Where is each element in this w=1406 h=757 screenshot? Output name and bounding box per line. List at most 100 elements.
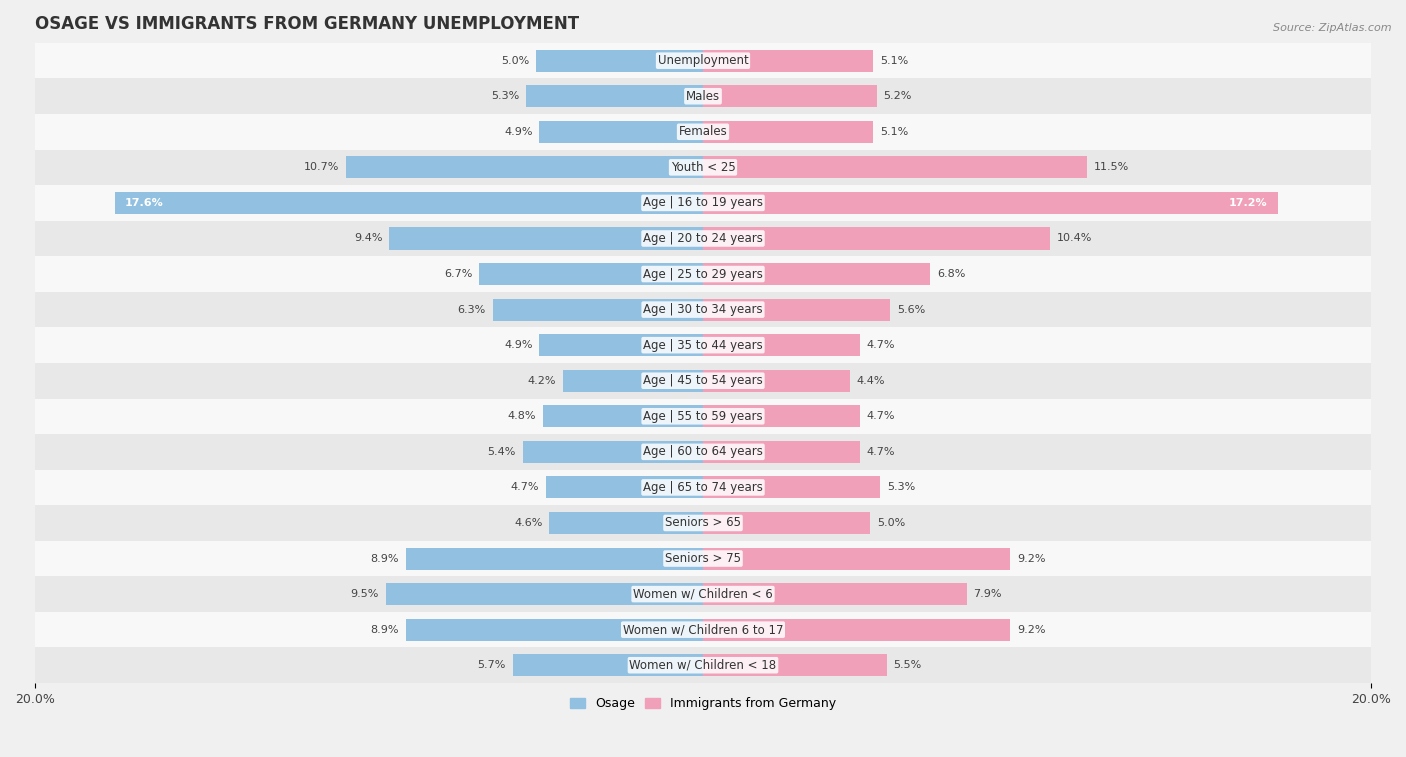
Bar	[536, 50, 703, 72]
Bar	[115, 192, 703, 214]
Bar	[35, 257, 1371, 291]
Bar	[703, 476, 880, 498]
Text: 4.9%: 4.9%	[505, 126, 533, 137]
Text: 5.1%: 5.1%	[880, 56, 908, 66]
Bar	[543, 405, 703, 427]
Text: Unemployment: Unemployment	[658, 55, 748, 67]
Text: 4.7%: 4.7%	[866, 411, 896, 422]
Text: Age | 60 to 64 years: Age | 60 to 64 years	[643, 445, 763, 458]
Text: Females: Females	[679, 126, 727, 139]
Bar	[346, 157, 703, 179]
Text: 11.5%: 11.5%	[1094, 162, 1129, 173]
Text: Age | 35 to 44 years: Age | 35 to 44 years	[643, 338, 763, 352]
Bar	[35, 79, 1371, 114]
Text: Women w/ Children 6 to 17: Women w/ Children 6 to 17	[623, 623, 783, 636]
Bar	[406, 618, 703, 640]
Bar	[703, 121, 873, 143]
Text: 4.7%: 4.7%	[866, 447, 896, 456]
Text: 8.9%: 8.9%	[371, 625, 399, 634]
Bar	[35, 327, 1371, 363]
Bar	[389, 227, 703, 250]
Bar	[550, 512, 703, 534]
Bar	[35, 505, 1371, 540]
Text: 5.7%: 5.7%	[478, 660, 506, 670]
Text: Age | 55 to 59 years: Age | 55 to 59 years	[643, 410, 763, 423]
Bar	[703, 654, 887, 676]
Text: 4.6%: 4.6%	[515, 518, 543, 528]
Bar	[540, 334, 703, 357]
Text: 10.4%: 10.4%	[1057, 233, 1092, 244]
Bar	[703, 50, 873, 72]
Bar	[35, 576, 1371, 612]
Text: Age | 30 to 34 years: Age | 30 to 34 years	[643, 303, 763, 316]
Text: 4.4%: 4.4%	[856, 375, 886, 386]
Text: 5.0%: 5.0%	[501, 56, 529, 66]
Bar	[385, 583, 703, 605]
Text: 9.4%: 9.4%	[354, 233, 382, 244]
Bar	[540, 121, 703, 143]
Text: OSAGE VS IMMIGRANTS FROM GERMANY UNEMPLOYMENT: OSAGE VS IMMIGRANTS FROM GERMANY UNEMPLO…	[35, 15, 579, 33]
Bar	[35, 434, 1371, 469]
Bar	[703, 512, 870, 534]
Text: 4.8%: 4.8%	[508, 411, 536, 422]
Text: 5.5%: 5.5%	[893, 660, 922, 670]
Bar	[703, 192, 1278, 214]
Text: 5.3%: 5.3%	[887, 482, 915, 492]
Bar	[703, 547, 1011, 569]
Bar	[35, 540, 1371, 576]
Bar	[35, 363, 1371, 398]
Bar	[35, 185, 1371, 221]
Bar	[526, 86, 703, 107]
Bar	[35, 150, 1371, 185]
Text: 5.4%: 5.4%	[488, 447, 516, 456]
Bar	[35, 612, 1371, 647]
Bar	[703, 583, 967, 605]
Bar	[479, 263, 703, 285]
Text: Age | 65 to 74 years: Age | 65 to 74 years	[643, 481, 763, 494]
Bar	[703, 405, 860, 427]
Text: Women w/ Children < 6: Women w/ Children < 6	[633, 587, 773, 600]
Bar	[513, 654, 703, 676]
Text: 9.2%: 9.2%	[1017, 553, 1046, 563]
Bar	[35, 43, 1371, 79]
Text: 5.6%: 5.6%	[897, 304, 925, 315]
Text: Women w/ Children < 18: Women w/ Children < 18	[630, 659, 776, 671]
Bar	[35, 647, 1371, 683]
Bar	[492, 298, 703, 321]
Bar	[35, 114, 1371, 150]
Bar	[523, 441, 703, 463]
Bar	[703, 227, 1050, 250]
Text: 6.7%: 6.7%	[444, 269, 472, 279]
Bar	[703, 369, 851, 392]
Text: 6.8%: 6.8%	[936, 269, 965, 279]
Bar	[35, 291, 1371, 327]
Text: Seniors > 65: Seniors > 65	[665, 516, 741, 529]
Text: 5.0%: 5.0%	[877, 518, 905, 528]
Text: 10.7%: 10.7%	[304, 162, 339, 173]
Bar	[546, 476, 703, 498]
Text: Age | 45 to 54 years: Age | 45 to 54 years	[643, 374, 763, 388]
Text: 4.9%: 4.9%	[505, 340, 533, 350]
Text: 9.5%: 9.5%	[350, 589, 380, 599]
Bar	[35, 398, 1371, 434]
Text: Age | 16 to 19 years: Age | 16 to 19 years	[643, 196, 763, 210]
Text: Age | 25 to 29 years: Age | 25 to 29 years	[643, 267, 763, 281]
Bar	[35, 221, 1371, 257]
Text: 9.2%: 9.2%	[1017, 625, 1046, 634]
Text: Youth < 25: Youth < 25	[671, 160, 735, 174]
Text: 5.1%: 5.1%	[880, 126, 908, 137]
Bar	[703, 263, 931, 285]
Legend: Osage, Immigrants from Germany: Osage, Immigrants from Germany	[565, 692, 841, 715]
Text: 5.3%: 5.3%	[491, 92, 519, 101]
Text: Males: Males	[686, 90, 720, 103]
Text: 4.7%: 4.7%	[510, 482, 540, 492]
Text: Seniors > 75: Seniors > 75	[665, 552, 741, 565]
Text: 8.9%: 8.9%	[371, 553, 399, 563]
Text: 7.9%: 7.9%	[973, 589, 1002, 599]
Text: Age | 20 to 24 years: Age | 20 to 24 years	[643, 232, 763, 245]
Bar	[562, 369, 703, 392]
Bar	[35, 469, 1371, 505]
Text: 6.3%: 6.3%	[457, 304, 486, 315]
Text: Source: ZipAtlas.com: Source: ZipAtlas.com	[1274, 23, 1392, 33]
Text: 17.2%: 17.2%	[1229, 198, 1268, 208]
